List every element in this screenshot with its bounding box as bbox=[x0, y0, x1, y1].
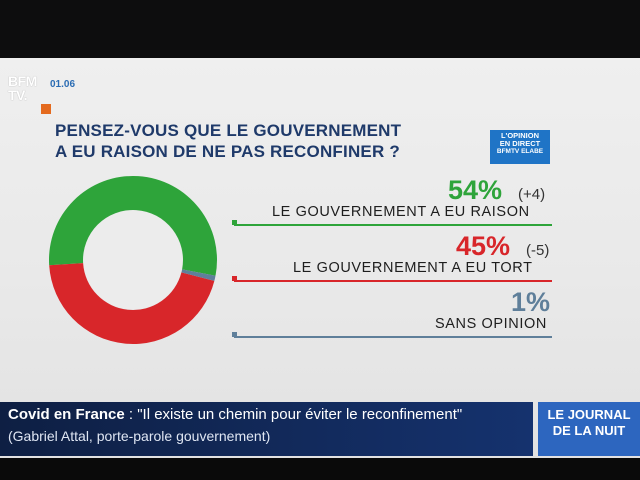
result-raison-label: LE GOUVERNEMENT A EU RAISON bbox=[272, 204, 530, 220]
result-sans-opinion-label: SANS OPINION bbox=[435, 316, 547, 332]
ticker-quote: "Il existe un chemin pour éviter le reco… bbox=[137, 406, 463, 423]
result-raison-marker bbox=[232, 220, 237, 225]
opinion-badge: L'OPINION EN DIRECT BFMTV ELABE bbox=[490, 130, 550, 164]
result-sans-opinion-rule bbox=[234, 336, 552, 338]
result-raison-percent: 54% bbox=[448, 175, 503, 205]
result-tort-label: LE GOUVERNEMENT A EU TORT bbox=[293, 260, 533, 276]
bottom-letterbox bbox=[0, 458, 640, 480]
donut-slice-1 bbox=[49, 263, 215, 344]
badge-line1: L'OPINION bbox=[500, 131, 540, 140]
logo-line2: TV. bbox=[8, 87, 28, 103]
badge-line3: BFMTV ELABE bbox=[496, 148, 544, 155]
result-tort-percent: 45% bbox=[456, 231, 511, 261]
donut-chart bbox=[48, 175, 218, 344]
ticker-headline: Covid en France : "Il existe un chemin p… bbox=[8, 406, 462, 423]
ticker-topic: Covid en France bbox=[8, 406, 125, 423]
donut-slice-0 bbox=[48, 175, 218, 276]
program-line1: LE JOURNAL bbox=[547, 407, 631, 422]
result-tort-marker bbox=[232, 276, 237, 281]
bfmtv-logo: BFM TV. bbox=[8, 74, 44, 108]
question-line1: PENSEZ-VOUS QUE LE GOUVERNEMENT bbox=[55, 121, 402, 140]
result-tort-rule bbox=[234, 280, 552, 282]
donut-hole bbox=[83, 210, 183, 310]
program-title: LE JOURNAL DE LA NUIT bbox=[538, 402, 640, 456]
result-raison-rule bbox=[234, 224, 552, 226]
ticker-separator: : bbox=[124, 406, 138, 423]
question-line2: A EU RAISON DE NE PAS RECONFINER ? bbox=[55, 142, 400, 161]
top-letterbox bbox=[0, 0, 640, 58]
program-line2: DE LA NUIT bbox=[552, 423, 626, 438]
clock: 01.06 bbox=[50, 79, 76, 90]
logo-accent-icon bbox=[41, 104, 51, 114]
donut-slice-2 bbox=[181, 269, 216, 281]
result-sans-opinion-percent: 1% bbox=[511, 287, 551, 317]
news-ticker: Covid en France : "Il existe un chemin p… bbox=[0, 402, 533, 456]
ticker-source: (Gabriel Attal, porte-parole gouvernemen… bbox=[8, 428, 271, 444]
logo-line1: BFM bbox=[8, 73, 37, 89]
result-raison-change: (+4) bbox=[518, 186, 546, 203]
result-sans-opinion-marker bbox=[232, 332, 237, 337]
badge-line2: EN DIRECT bbox=[499, 139, 541, 148]
poll-question: PENSEZ-VOUS QUE LE GOUVERNEMENT A EU RAI… bbox=[55, 120, 475, 162]
result-tort-change: (-5) bbox=[526, 242, 550, 259]
